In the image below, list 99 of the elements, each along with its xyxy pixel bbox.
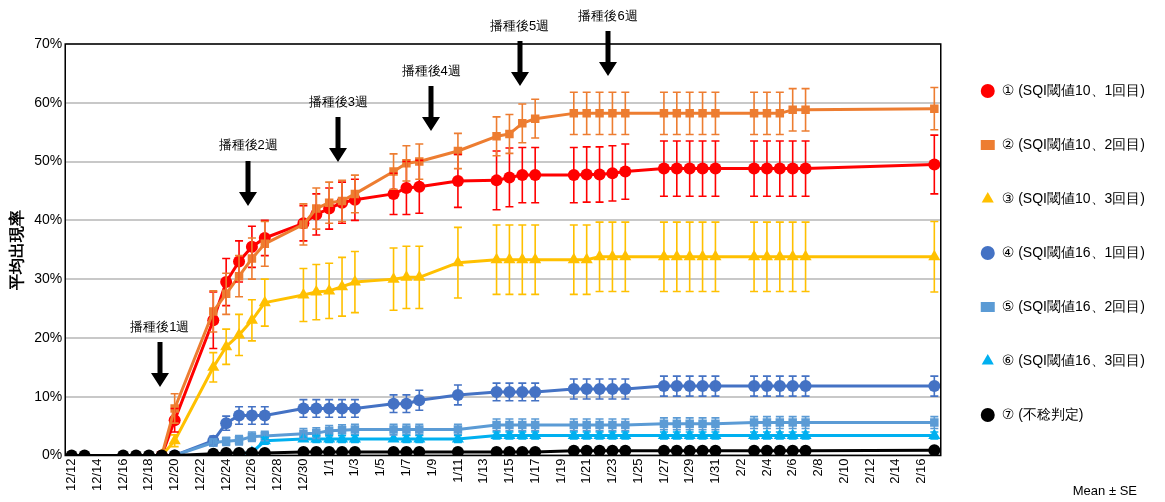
- y-tick-label: 30%: [34, 269, 63, 286]
- point: [711, 109, 720, 118]
- legend-label: ① (SQI閾値10、1回目): [1001, 81, 1146, 98]
- x-tick-label: 1/23: [604, 458, 620, 484]
- point: [928, 444, 941, 456]
- x-tick-label: 1/15: [501, 458, 517, 484]
- point: [413, 445, 426, 456]
- annotation: 播種後1週: [130, 318, 190, 334]
- annotation: 播種後4週: [401, 62, 461, 78]
- x-tick-label: 1/11: [449, 458, 465, 483]
- y-axis-title: 平均出現率: [7, 209, 26, 291]
- point: [492, 132, 501, 141]
- text: 播種後5週: [490, 17, 550, 33]
- point: [698, 109, 707, 118]
- x-tick-label: 2/12: [861, 458, 877, 484]
- point: [503, 445, 516, 456]
- legend-label: ⑤ (SQI閾値16、2回目): [1001, 297, 1146, 314]
- point: [595, 109, 604, 118]
- point: [670, 444, 683, 456]
- x-tick-label: 2/4: [758, 458, 774, 477]
- x-tick-label: 1/9: [423, 458, 439, 477]
- x-tick-label: 1/25: [629, 458, 645, 484]
- point: [582, 109, 591, 118]
- point: [786, 444, 799, 456]
- x-tick-label: 2/8: [810, 458, 826, 477]
- point: [760, 444, 773, 456]
- point: [593, 444, 606, 456]
- point: [387, 445, 400, 456]
- legend-label: ③ (SQI閾値10、3回目): [1001, 189, 1146, 206]
- point: [529, 445, 542, 456]
- y-tick-label: 60%: [34, 93, 63, 110]
- x-tick-label: 1/27: [655, 458, 671, 484]
- x-tick-label: 12/24: [217, 458, 233, 492]
- legend-label: ② (SQI閾値10、2回目): [1001, 135, 1146, 152]
- point: [621, 109, 630, 118]
- y-tick-label: 0%: [41, 446, 63, 463]
- x-tick-label: 1/31: [707, 458, 723, 484]
- legend-label: ④ (SQI閾値16、1回目): [1001, 243, 1146, 260]
- x-tick-label: 1/3: [346, 458, 362, 477]
- legend-label: ⑥ (SQI閾値16、3回目): [1001, 351, 1146, 368]
- point: [336, 445, 349, 456]
- annotation: 播種後3週: [308, 93, 369, 109]
- x-tick-label: 2/16: [913, 458, 929, 484]
- point: [323, 445, 336, 456]
- point: [389, 167, 398, 176]
- point: [348, 445, 361, 456]
- x-tick-label: 2/14: [887, 458, 903, 484]
- point: [930, 104, 939, 113]
- point: [683, 444, 696, 456]
- point: [696, 444, 709, 456]
- point: [619, 444, 632, 456]
- x-tick-label: 1/13: [475, 458, 491, 484]
- x-tick-label: 1/29: [681, 458, 697, 484]
- x-tick-label: 1/19: [552, 458, 568, 484]
- x-tick-label: 12/12: [63, 458, 79, 492]
- x-tick-label: 12/26: [243, 458, 259, 492]
- x-tick-label: 12/18: [140, 458, 156, 492]
- point: [490, 445, 503, 456]
- point: [516, 445, 529, 456]
- text: Mean ± SE: [1072, 483, 1138, 499]
- annotation: 播種後2週: [218, 137, 278, 153]
- point: [451, 445, 464, 456]
- y-tick-label: 20%: [34, 328, 63, 345]
- x-tick-label: 2/10: [835, 458, 851, 484]
- x-tick-label: 12/14: [88, 458, 104, 492]
- x-tick-label: 2/2: [732, 458, 748, 477]
- y-tick-label: 50%: [34, 152, 63, 169]
- point: [748, 444, 761, 456]
- x-tick-label: 1/1: [320, 458, 336, 477]
- point: [606, 444, 619, 456]
- point: [608, 109, 617, 118]
- x-tick-label: 12/30: [295, 458, 310, 492]
- legend-label: ⑦ (不稔判定): [1001, 405, 1084, 422]
- point: [799, 444, 812, 456]
- x-tick-label: 1/21: [578, 458, 594, 484]
- x-tick-label: 1/5: [372, 458, 388, 477]
- y-tick-label: 10%: [34, 387, 63, 404]
- text: 播種後6週: [578, 7, 638, 23]
- point: [773, 444, 786, 456]
- x-tick-label: 1/17: [526, 458, 542, 484]
- point: [657, 444, 670, 456]
- y-tick-label: 40%: [34, 211, 63, 228]
- point: [709, 444, 722, 456]
- x-tick-label: 12/20: [166, 458, 182, 492]
- point: [400, 445, 413, 456]
- x-tick-label: 12/28: [269, 458, 285, 492]
- point: [402, 159, 411, 168]
- point: [170, 404, 179, 413]
- x-tick-label: 12/22: [191, 458, 207, 492]
- point: [580, 444, 593, 456]
- x-tick-label: 2/6: [784, 458, 800, 477]
- x-tick-label: 12/16: [114, 458, 130, 492]
- point: [567, 444, 580, 456]
- point: [297, 445, 310, 456]
- point: [518, 119, 527, 128]
- point: [310, 445, 323, 456]
- x-tick-label: 1/7: [398, 458, 413, 477]
- point: [685, 109, 694, 118]
- y-tick-label: 70%: [34, 34, 63, 51]
